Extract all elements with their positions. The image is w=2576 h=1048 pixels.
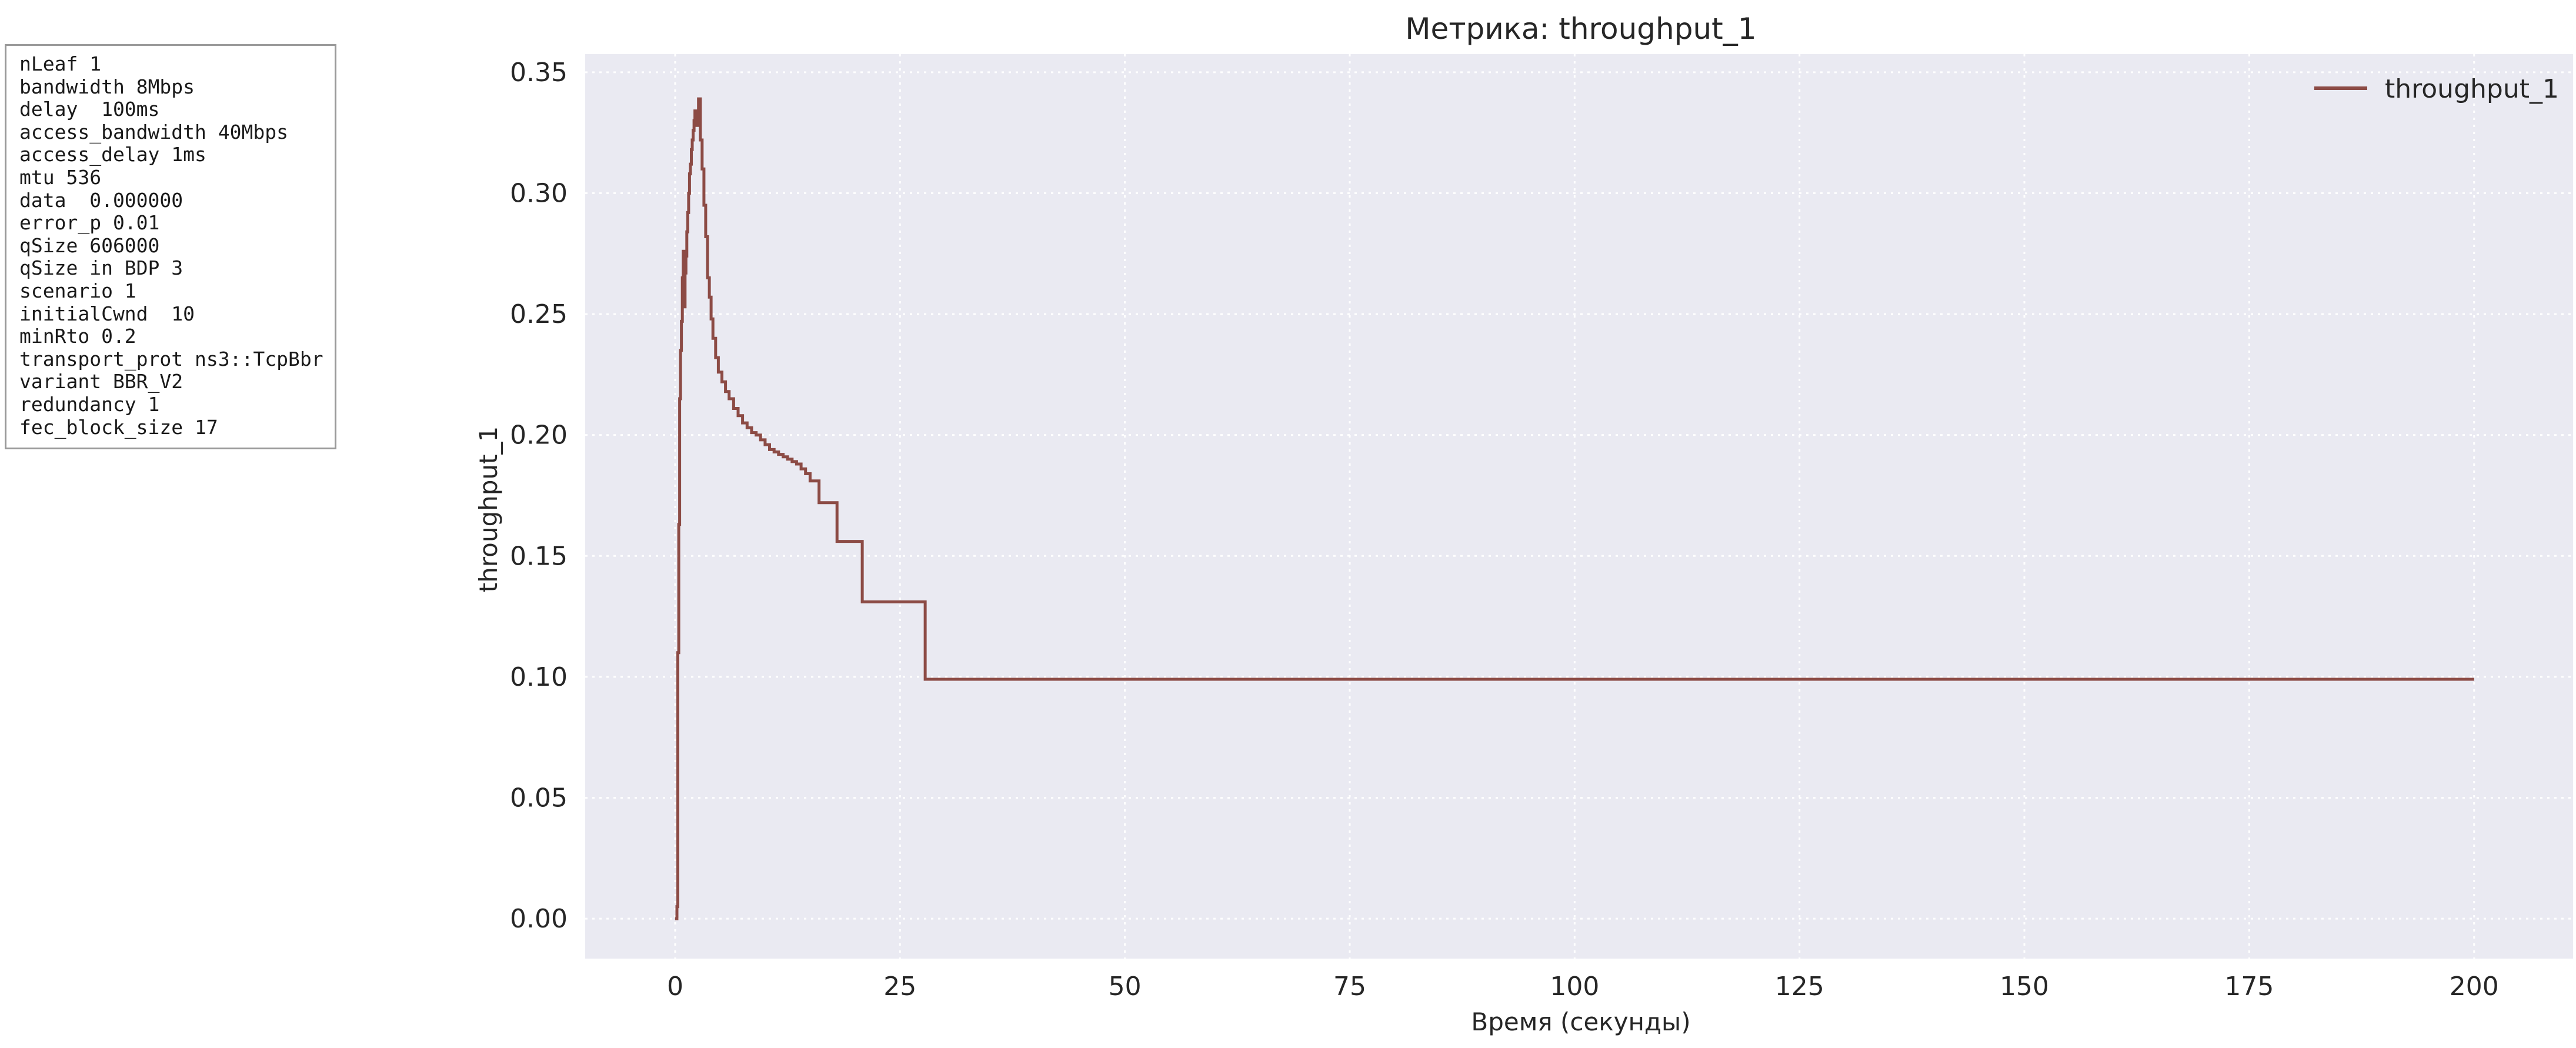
param-line: error_p 0.01 bbox=[19, 211, 160, 235]
param-line: delay 100ms bbox=[19, 98, 160, 121]
plot-area bbox=[585, 54, 2573, 959]
y-tick-label: 0.35 bbox=[510, 58, 568, 88]
y-tick-label: 0.10 bbox=[510, 662, 568, 692]
y-tick-label: 0.00 bbox=[510, 904, 568, 934]
x-axis-label: Время (секунды) bbox=[1471, 1007, 1690, 1036]
y-tick-label: 0.25 bbox=[510, 299, 568, 329]
x-tick-label: 50 bbox=[1109, 972, 1142, 1002]
param-line: data 0.000000 bbox=[19, 188, 183, 212]
legend-label: throughput_1 bbox=[2385, 74, 2559, 104]
param-line: access_delay 1ms bbox=[19, 143, 206, 166]
series-layer bbox=[675, 97, 2474, 920]
params-box: nLeaf 1 bandwidth 8Mbps delay 100ms access_… bbox=[5, 44, 336, 449]
y-axis-label: throughput_1 bbox=[474, 426, 503, 593]
y-tick-label: 0.05 bbox=[510, 783, 568, 813]
param-line: qSize 606000 bbox=[19, 233, 160, 257]
param-line: qSize in BDP 3 bbox=[19, 256, 183, 280]
x-tick-label: 75 bbox=[1333, 972, 1366, 1002]
param-line: mtu 536 bbox=[19, 165, 102, 189]
legend: throughput_1 bbox=[2314, 74, 2559, 104]
param-line: variant BBR_V2 bbox=[19, 370, 183, 393]
param-line: initialCwnd 10 bbox=[19, 302, 195, 325]
param-line: transport_prot ns3::TcpBbr bbox=[19, 347, 323, 371]
series-line-throughput_1 bbox=[675, 97, 2474, 920]
x-tick-label: 25 bbox=[883, 972, 916, 1002]
param-line: minRto 0.2 bbox=[19, 325, 136, 348]
x-tick-label: 150 bbox=[2000, 972, 2049, 1002]
param-line: scenario 1 bbox=[19, 279, 136, 302]
x-tick-label: 175 bbox=[2224, 972, 2274, 1002]
param-line: nLeaf 1 bbox=[19, 52, 102, 75]
y-tick-label: 0.30 bbox=[510, 178, 568, 208]
grid bbox=[585, 54, 2573, 959]
chart-title: Метрика: throughput_1 bbox=[1405, 12, 1756, 46]
x-tick-label: 125 bbox=[1775, 972, 1824, 1002]
y-tick-label: 0.15 bbox=[510, 541, 568, 571]
tick-labels: 0 25 50 75 100 125 150 175 200 0.00 0.05 0.10 0.15 0.… bbox=[510, 58, 2499, 1002]
x-tick-label: 200 bbox=[2450, 972, 2499, 1002]
param-line: access_bandwidth 40Mbps bbox=[19, 120, 288, 143]
param-line: fec_block_size 17 bbox=[19, 415, 218, 439]
param-line: redundancy 1 bbox=[19, 392, 160, 416]
param-line: bandwidth 8Mbps bbox=[19, 75, 195, 98]
x-tick-label: 100 bbox=[1550, 972, 1599, 1002]
x-tick-label: 0 bbox=[667, 972, 683, 1002]
y-tick-label: 0.20 bbox=[510, 420, 568, 450]
